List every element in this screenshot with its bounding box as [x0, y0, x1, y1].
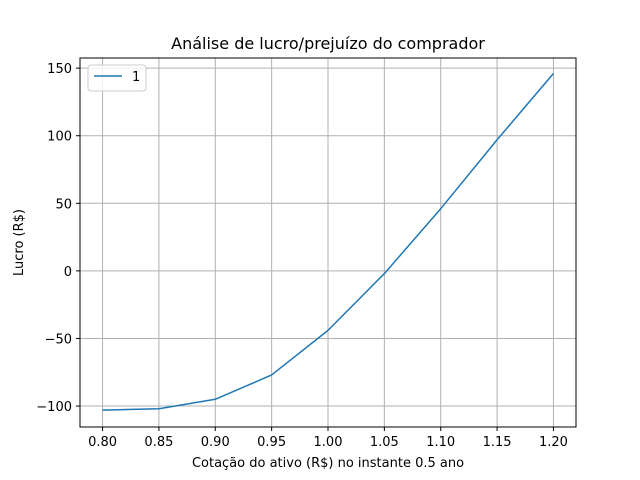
x-tick-label: 1.20 [539, 435, 568, 450]
y-tick-label: 150 [47, 62, 72, 77]
series-layer [102, 73, 555, 411]
x-tick-label: 1.05 [370, 435, 399, 450]
x-tick-label: 1.00 [314, 435, 343, 450]
legend-box [87, 64, 147, 92]
grid [80, 58, 576, 427]
y-tick-label: 100 [47, 130, 72, 145]
y-tick-label: −50 [45, 332, 72, 347]
x-tick-label: 1.15 [483, 435, 512, 450]
legend-label: 1 [132, 70, 140, 85]
y-tick-label: 0 [64, 265, 72, 280]
x-tick-label: 1.10 [426, 435, 455, 450]
legend: 1 [87, 64, 147, 92]
x-tick-label: 0.95 [257, 435, 286, 450]
series-line-1 [102, 73, 555, 411]
x-tick-label: 0.90 [201, 435, 230, 450]
y-tick-label: 50 [55, 197, 72, 212]
x-axis-title: Cotação do ativo (R$) no instante 0.5 an… [192, 456, 464, 471]
x-tick-label: 0.80 [88, 435, 117, 450]
chart-title: Análise de lucro/prejuízo do comprador [171, 34, 485, 53]
ticks: 0.80 0.85 0.90 0.95 1.00 1.05 1.10 1.15 1.20 −100… [36, 62, 568, 450]
y-axis-title: Lucro (R$) [12, 209, 27, 276]
x-tick-label: 0.85 [144, 435, 173, 450]
y-tick-label: −100 [36, 400, 72, 415]
